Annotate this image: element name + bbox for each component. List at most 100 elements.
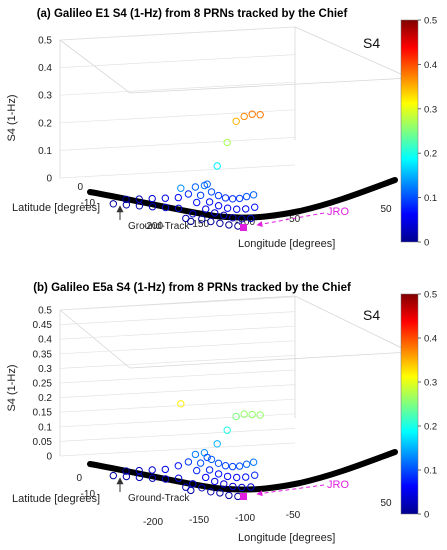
panel-a-s4-tag: S4 xyxy=(363,35,380,51)
panel-b-z-tick-0: 0 xyxy=(46,452,52,463)
panel-a-point xyxy=(148,203,157,211)
panel-a-point xyxy=(191,183,200,191)
panel-b-z-gridline xyxy=(59,384,296,398)
panel-b-colorbar-tick-1: 0.1 xyxy=(424,466,437,477)
panel-a-point xyxy=(233,205,241,213)
panel-a-point xyxy=(228,195,237,203)
panel-a-colorbar-ticks: 0 0.1 0.2 0.3 0.4 0.5 xyxy=(418,16,437,249)
panel-a-point xyxy=(249,191,258,199)
panel-b-jro-marker xyxy=(240,493,247,500)
panel-b-point xyxy=(109,471,118,480)
panel-b-x-tick-0: -200 xyxy=(143,517,163,528)
panel-a-jro-marker xyxy=(240,224,247,231)
panel-a-point xyxy=(221,194,230,202)
panel-a-y-label: Latitude [degrees] xyxy=(12,202,100,214)
panel-b-point xyxy=(122,472,131,481)
panel-a-point xyxy=(216,219,224,228)
panel-a-colorbar-tick-4: 0.4 xyxy=(424,60,437,71)
panel-a-point xyxy=(247,214,255,223)
panel-a-colorbar xyxy=(400,19,419,243)
panel-b-point xyxy=(235,462,244,470)
panel-a-x-label: Longitude [degrees] xyxy=(238,238,335,250)
panel-a-point xyxy=(223,138,231,147)
panel-a-point xyxy=(214,191,223,200)
panel-b-point xyxy=(223,426,231,434)
panel-b-point xyxy=(187,486,195,495)
panel-b-point xyxy=(232,412,240,421)
panel-a-point xyxy=(177,184,185,192)
panel-b-z-tick-1: 0.05 xyxy=(33,437,53,448)
panel-b-point xyxy=(184,458,193,466)
panel-a-z-gridline xyxy=(59,164,296,179)
panel-a-ground-track-label: Ground-Track xyxy=(128,221,190,232)
panel-b-z-gridline xyxy=(59,340,296,355)
panel-a-point xyxy=(229,214,237,222)
panel-a-point xyxy=(242,192,251,201)
panel-a-z-gridline xyxy=(59,137,296,151)
panel-a-x-tick-0: -200 xyxy=(143,221,163,232)
panel-b-colorbar-tick-0: 0 xyxy=(424,510,429,521)
panel-a-z-gridline xyxy=(59,109,296,124)
panel-a-jro-label: JRO xyxy=(327,206,349,218)
panel-b-point xyxy=(211,477,219,486)
panel-a-colorbar-tick-1: 0.1 xyxy=(424,193,437,204)
panel-a-point xyxy=(148,194,156,203)
panel-a-points xyxy=(109,110,264,230)
panel-b-z-tick-2: 0.1 xyxy=(38,422,52,433)
panel-b-point xyxy=(174,462,183,470)
panel-a-point xyxy=(214,202,223,210)
panel-b-point xyxy=(207,488,215,496)
panel-b-point xyxy=(214,459,223,467)
panel-b-point xyxy=(238,483,246,492)
panel-a-colorbar-tick-2: 0.2 xyxy=(424,149,437,160)
panel-b-z-gridline xyxy=(59,413,296,428)
panel-b-point xyxy=(148,466,156,474)
panel-b-point xyxy=(225,491,233,500)
panel-a-z-gridline xyxy=(59,81,296,96)
panel-a-ground-track xyxy=(87,177,398,221)
panel-a-point xyxy=(184,190,193,198)
panel-a-point xyxy=(135,202,144,210)
panel-b-colorbar-ticks: 0 0.1 0.2 0.3 0.4 0.5 xyxy=(418,290,437,521)
panel-a-z-tick-1: 0.1 xyxy=(38,146,52,157)
panel-b-point xyxy=(205,466,214,474)
panel-a-point xyxy=(109,200,118,208)
panel-a-z-gridlines xyxy=(59,26,296,179)
panel-a-z-tick-2: 0.2 xyxy=(38,118,52,129)
panel-b-colorbar xyxy=(400,293,419,515)
panel-b-x-tick-1: -150 xyxy=(189,515,209,526)
panel-a-point xyxy=(205,198,214,206)
panel-a-point xyxy=(122,201,131,209)
panel-b-z-gridlines xyxy=(59,296,296,457)
panel-a-z-tick-5: 0.5 xyxy=(38,36,52,47)
panel-a-box xyxy=(59,26,411,178)
panel-b-z-tick-3: 0.15 xyxy=(33,408,53,419)
panel-b-point xyxy=(248,410,256,419)
panel-b-point xyxy=(174,474,183,482)
panel-b-point xyxy=(122,467,130,475)
panel-a-point xyxy=(198,215,206,223)
panel-b-point xyxy=(196,459,205,467)
panel-a-point xyxy=(225,221,233,229)
panel-a-y-tick-0: 0 xyxy=(77,182,83,193)
panel-b-point xyxy=(203,453,211,462)
panel-b-point xyxy=(221,462,230,470)
panel-b-z-gridline xyxy=(59,442,296,457)
panel-b-colorbar-tick-3: 0.3 xyxy=(424,378,437,389)
panel-b-point xyxy=(161,475,170,483)
panel-a-point xyxy=(240,112,248,121)
panel-a-point xyxy=(187,217,195,226)
panel-b-point xyxy=(229,482,237,491)
panel-b-z-gridline xyxy=(59,428,296,442)
panel-a-z-label: S4 (1-Hz) xyxy=(6,94,18,141)
panel-a-point xyxy=(235,194,244,203)
panel-a-title: (a) Galileo E1 S4 (1-Hz) from 8 PRNs tra… xyxy=(37,8,348,20)
panel-b-z-label: S4 (1-Hz) xyxy=(6,364,18,411)
panel-a-point xyxy=(242,205,250,213)
panel-b-z-tick-10: 0.5 xyxy=(38,306,52,317)
panel-a-point xyxy=(251,203,259,211)
panel-b-z-gridline xyxy=(59,311,296,325)
panel-b: (b) Galileo E5a S4 (1-Hz) from 8 PRNs tr… xyxy=(6,282,437,544)
panel-a-point xyxy=(189,210,197,218)
